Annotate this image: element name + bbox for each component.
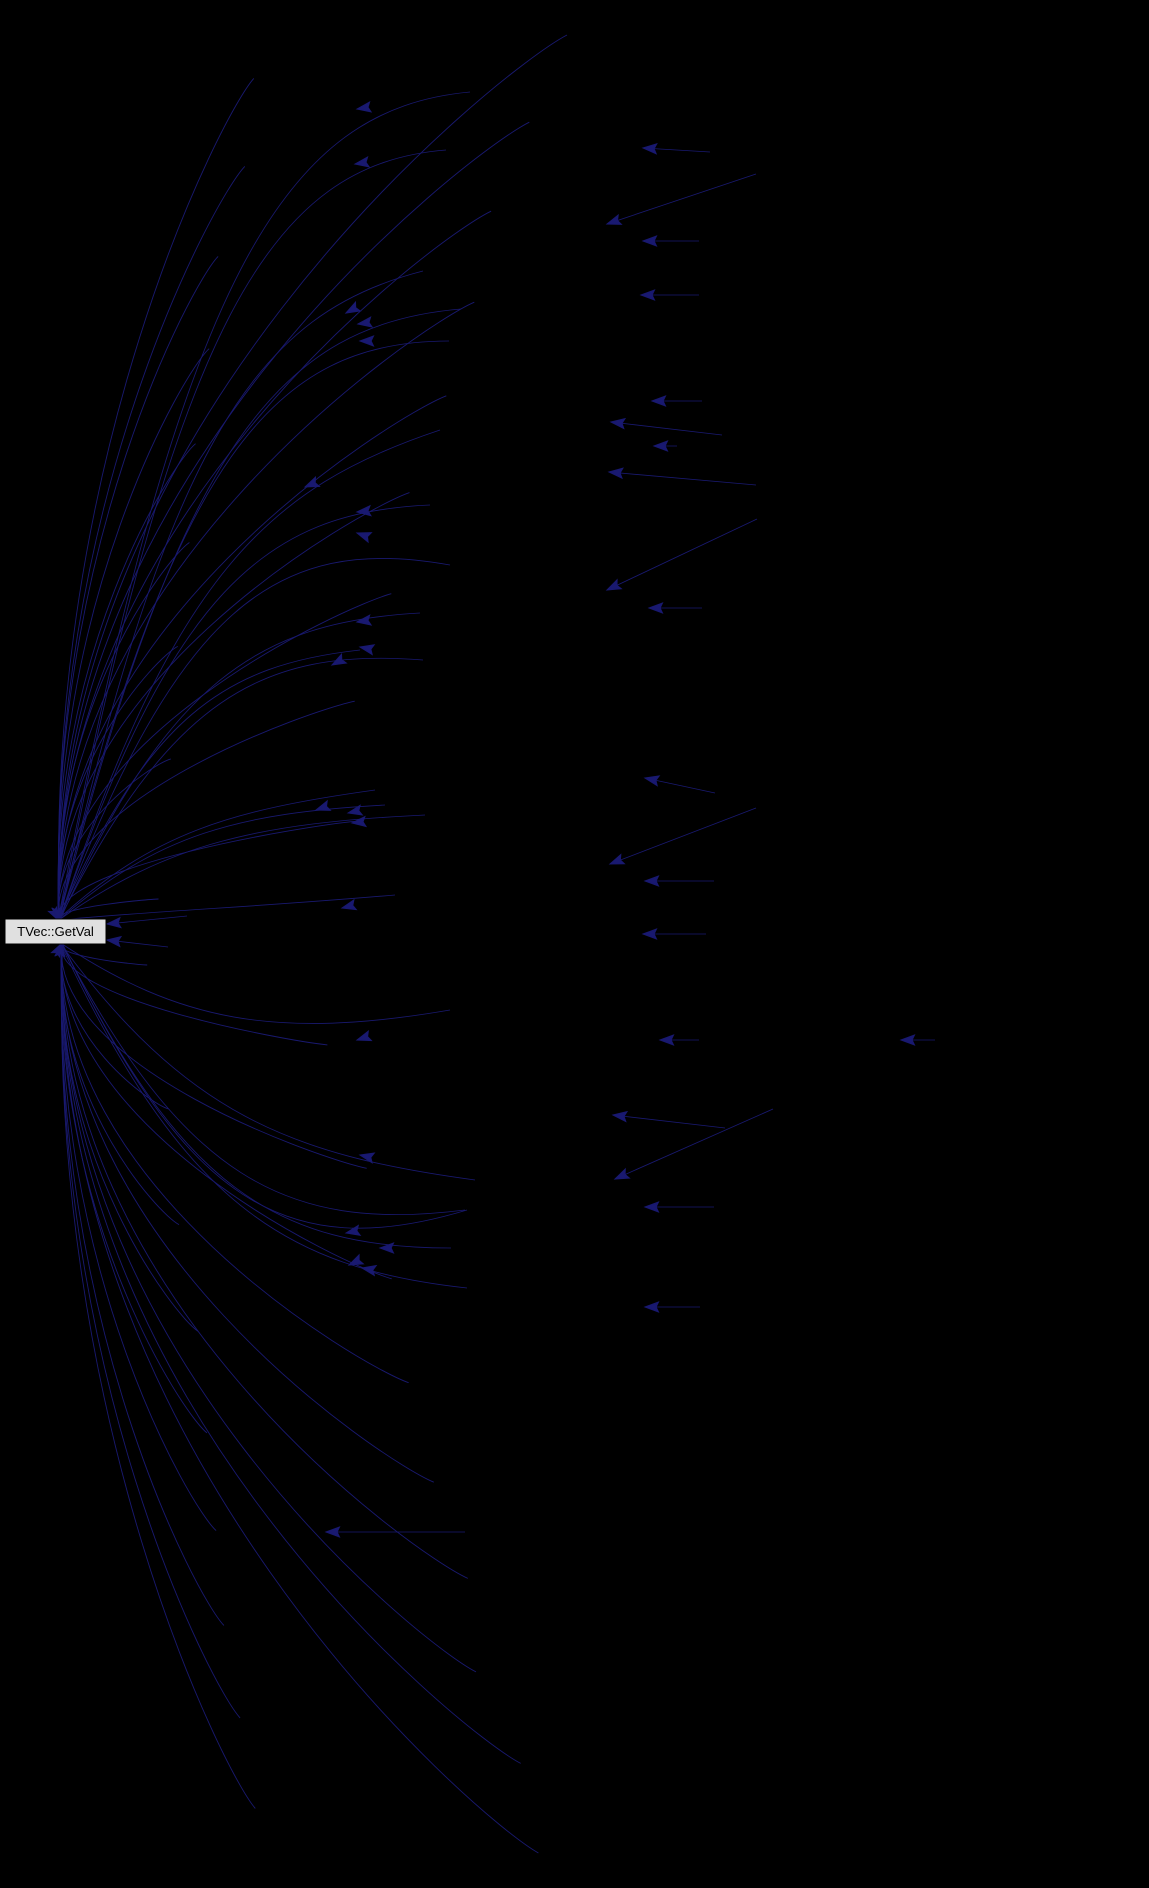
svg-text:TVec::GetVal: TVec::GetVal (17, 924, 94, 939)
